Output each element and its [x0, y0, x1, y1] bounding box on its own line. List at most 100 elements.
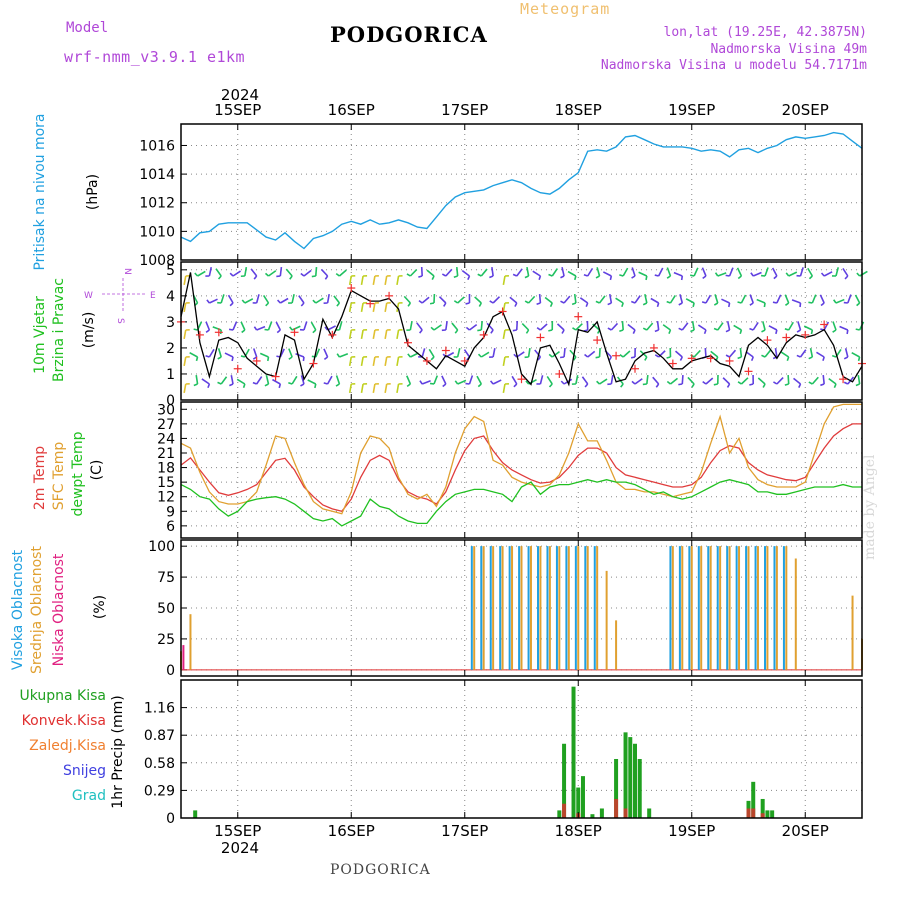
wind-arrow: [255, 294, 260, 304]
wind-arrow: [224, 352, 234, 358]
wind-arrow-barb: [264, 383, 269, 387]
wind-arrow-barb: [630, 356, 636, 359]
wind-arrow: [232, 321, 238, 331]
wind-arrow: [410, 352, 419, 358]
wind-arrow: [492, 348, 496, 358]
wind-arrow: [561, 267, 565, 277]
wind-arrow-barb: [762, 383, 766, 388]
cloud-ytick-label: 0: [166, 663, 175, 679]
wind-arrow: [372, 356, 376, 367]
wind-arrow: [396, 329, 400, 340]
bottom-date-label: 17SEP: [441, 822, 488, 840]
wind-arrow-barb: [810, 329, 814, 335]
precip-ytick-label: 0.29: [144, 783, 175, 799]
wind-arrow-barb: [761, 354, 766, 358]
wind-arrow: [687, 376, 695, 385]
wind-arrow-barb: [572, 356, 577, 361]
precip-conv-bar: [562, 803, 567, 818]
wind-arrow-barb: [454, 380, 459, 385]
wind-arrow: [433, 375, 439, 385]
wind-arrow: [839, 325, 849, 331]
wind-arrow-barb: [702, 381, 707, 385]
wind-arrow-barb: [713, 327, 719, 331]
wind-arrow: [285, 268, 293, 277]
precip-conv-bar: [760, 813, 765, 818]
wind-arrow-barb: [288, 356, 293, 360]
wind-arrow: [704, 347, 707, 358]
wind-arrow-barb: [489, 380, 494, 385]
top-date-label: 15SEP: [214, 101, 261, 119]
bottom-year-label: 2024: [221, 839, 259, 857]
wind-arrow-barb: [644, 356, 648, 361]
precip-total-bar: [557, 810, 562, 818]
wind-arrow-barb: [252, 381, 257, 385]
wind-arrow-barb: [276, 299, 281, 304]
wind-ytick-label: 4: [166, 289, 175, 305]
temp-ytick-label: 27: [157, 417, 175, 433]
wind-arrow: [201, 378, 210, 385]
wind-arrow: [220, 376, 228, 385]
wind-arrow: [793, 377, 802, 385]
wind-arrow-barb: [548, 383, 553, 388]
bottom-date-label: 20SEP: [782, 822, 829, 840]
wind-arrow: [844, 348, 849, 358]
wind-arrow: [634, 378, 643, 385]
wind-arrow-barb: [242, 383, 246, 389]
wind-arrow: [657, 267, 664, 277]
wind-arrow-barb: [750, 356, 754, 361]
wind-arrow-barb: [560, 300, 565, 304]
wind-arrow: [521, 323, 530, 331]
precip-total-bar: [590, 814, 595, 818]
wind-arrow: [646, 322, 654, 331]
wind-arrow: [774, 347, 778, 358]
wind-arrow: [244, 266, 248, 277]
precip-panel: 0 0.29 0.58 0.87 1.16: [144, 679, 863, 827]
precip-conv-bar: [623, 808, 628, 818]
wind-arrow-barb: [632, 329, 636, 334]
made-by-credit: made by Angel: [862, 454, 878, 561]
wind-arrow: [372, 329, 376, 340]
wind-arrow: [348, 383, 353, 394]
wind-arrow: [673, 271, 683, 277]
precip-total-bar: [647, 808, 652, 818]
wind-arrow-barb: [441, 273, 447, 277]
wind-arrow-barb: [679, 356, 683, 361]
wind-arrow: [811, 294, 817, 304]
wind-arrow: [587, 350, 596, 358]
wind-arrow: [421, 380, 431, 385]
wind-arrow: [441, 375, 447, 385]
wind-arrow-barb: [595, 275, 600, 279]
wind-arrow: [757, 377, 766, 385]
temp-2m-line: [180, 423, 862, 513]
precip-ytick-label: 0.87: [144, 728, 175, 744]
precip-legend-item: Zaledj.Kisa: [29, 738, 106, 754]
wind-arrow: [421, 296, 430, 304]
wind-arrow: [596, 267, 601, 277]
wind-arrow: [726, 321, 731, 331]
precip-ytick-label: 0.58: [144, 756, 175, 772]
wind-arrow: [807, 267, 814, 277]
wind-arrow: [816, 351, 825, 358]
wind-arrow: [360, 383, 364, 394]
wind-arrow: [406, 375, 412, 385]
wind-arrow: [539, 323, 548, 331]
wind-arrow: [610, 322, 619, 331]
precip-conv-bar: [614, 798, 619, 818]
wind-arrow: [705, 377, 714, 385]
wind-arrow: [300, 375, 305, 385]
wind-arrow: [456, 348, 461, 358]
wind-arrow-barb: [302, 356, 305, 362]
wind-arrow: [320, 268, 329, 277]
wind-arrow: [433, 324, 442, 331]
wind-arrow: [791, 299, 801, 304]
precip-total-bar: [760, 798, 765, 818]
wind-arrow: [323, 348, 329, 358]
wind-arrow: [662, 324, 671, 331]
wind-arrow: [220, 294, 225, 304]
wind-arrow: [740, 294, 747, 304]
wind-arrow-barb: [798, 383, 802, 388]
precip-total-bar: [580, 776, 585, 818]
wind-arrow-barb: [714, 272, 719, 277]
wind-arrow-barb: [217, 275, 222, 280]
wind-arrow-barb: [572, 327, 577, 331]
